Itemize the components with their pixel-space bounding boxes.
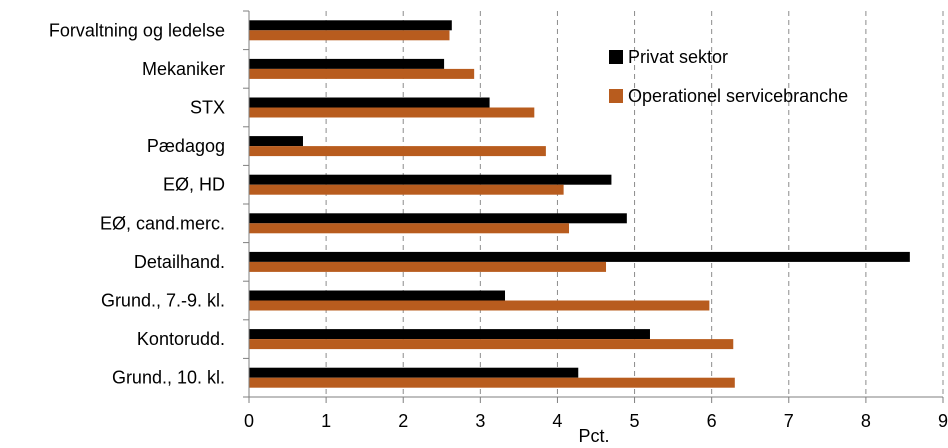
x-tick-labels: 0 1 2 3 4 5 6 7 8 9 bbox=[244, 411, 948, 431]
x-tick-label: 2 bbox=[398, 411, 408, 431]
category-label: Mekaniker bbox=[142, 59, 225, 79]
category-label: Grund., 10. kl. bbox=[112, 368, 225, 388]
x-tick-label: 6 bbox=[707, 411, 717, 431]
x-tick-label: 0 bbox=[244, 411, 254, 431]
bar-operationel-servicebranche bbox=[249, 68, 475, 79]
x-tick-label: 9 bbox=[938, 411, 948, 431]
bar-privat-sektor bbox=[249, 251, 910, 262]
bar-privat-sektor bbox=[249, 58, 445, 69]
bar-operationel-servicebranche bbox=[249, 184, 564, 195]
bar-privat-sektor bbox=[249, 329, 650, 340]
legend-label-privat-sektor: Privat sektor bbox=[628, 47, 728, 67]
bar-privat-sektor bbox=[249, 213, 627, 224]
category-label: EØ, HD bbox=[163, 175, 225, 195]
category-labels: Forvaltning og ledelse Mekaniker STX Pædago… bbox=[49, 20, 225, 387]
bar-privat-sektor bbox=[249, 136, 303, 147]
bar-privat-sektor bbox=[249, 97, 490, 108]
bar-operationel-servicebranche bbox=[249, 107, 535, 118]
bar-privat-sektor bbox=[249, 290, 506, 301]
category-label: Forvaltning og ledelse bbox=[49, 20, 225, 40]
bars bbox=[249, 20, 910, 388]
legend-swatch-privat-sektor bbox=[609, 50, 623, 64]
category-label: EØ, cand.merc. bbox=[100, 213, 225, 233]
bar-operationel-servicebranche bbox=[249, 261, 607, 272]
category-label: Kontorudd. bbox=[137, 329, 225, 349]
x-tick-label: 4 bbox=[552, 411, 562, 431]
bar-operationel-servicebranche bbox=[249, 30, 450, 41]
legend: Privat sektor Operationel servicebranche bbox=[609, 47, 848, 106]
category-label: Detailhand. bbox=[134, 252, 225, 272]
bar-privat-sektor bbox=[249, 174, 612, 185]
category-label: Grund., 7.-9. kl. bbox=[101, 291, 225, 311]
bar-operationel-servicebranche bbox=[249, 146, 546, 157]
axes bbox=[243, 10, 944, 403]
category-label: Pædagog bbox=[147, 136, 225, 156]
legend-label-operationel-servicebranche: Operationel servicebranche bbox=[628, 86, 848, 106]
bar-operationel-servicebranche bbox=[249, 339, 734, 350]
bar-operationel-servicebranche bbox=[249, 300, 710, 311]
x-tick-label: 3 bbox=[475, 411, 485, 431]
bar-privat-sektor bbox=[249, 20, 452, 31]
x-axis-title: Pct. bbox=[578, 426, 609, 443]
x-tick-label: 8 bbox=[861, 411, 871, 431]
bar-privat-sektor bbox=[249, 367, 579, 378]
category-label: STX bbox=[190, 98, 225, 118]
x-tick-label: 1 bbox=[321, 411, 331, 431]
legend-swatch-operationel-servicebranche bbox=[609, 89, 623, 103]
bar-operationel-servicebranche bbox=[249, 223, 570, 234]
bar-operationel-servicebranche bbox=[249, 377, 735, 388]
x-tick-label: 5 bbox=[630, 411, 640, 431]
x-tick-label: 7 bbox=[784, 411, 794, 431]
